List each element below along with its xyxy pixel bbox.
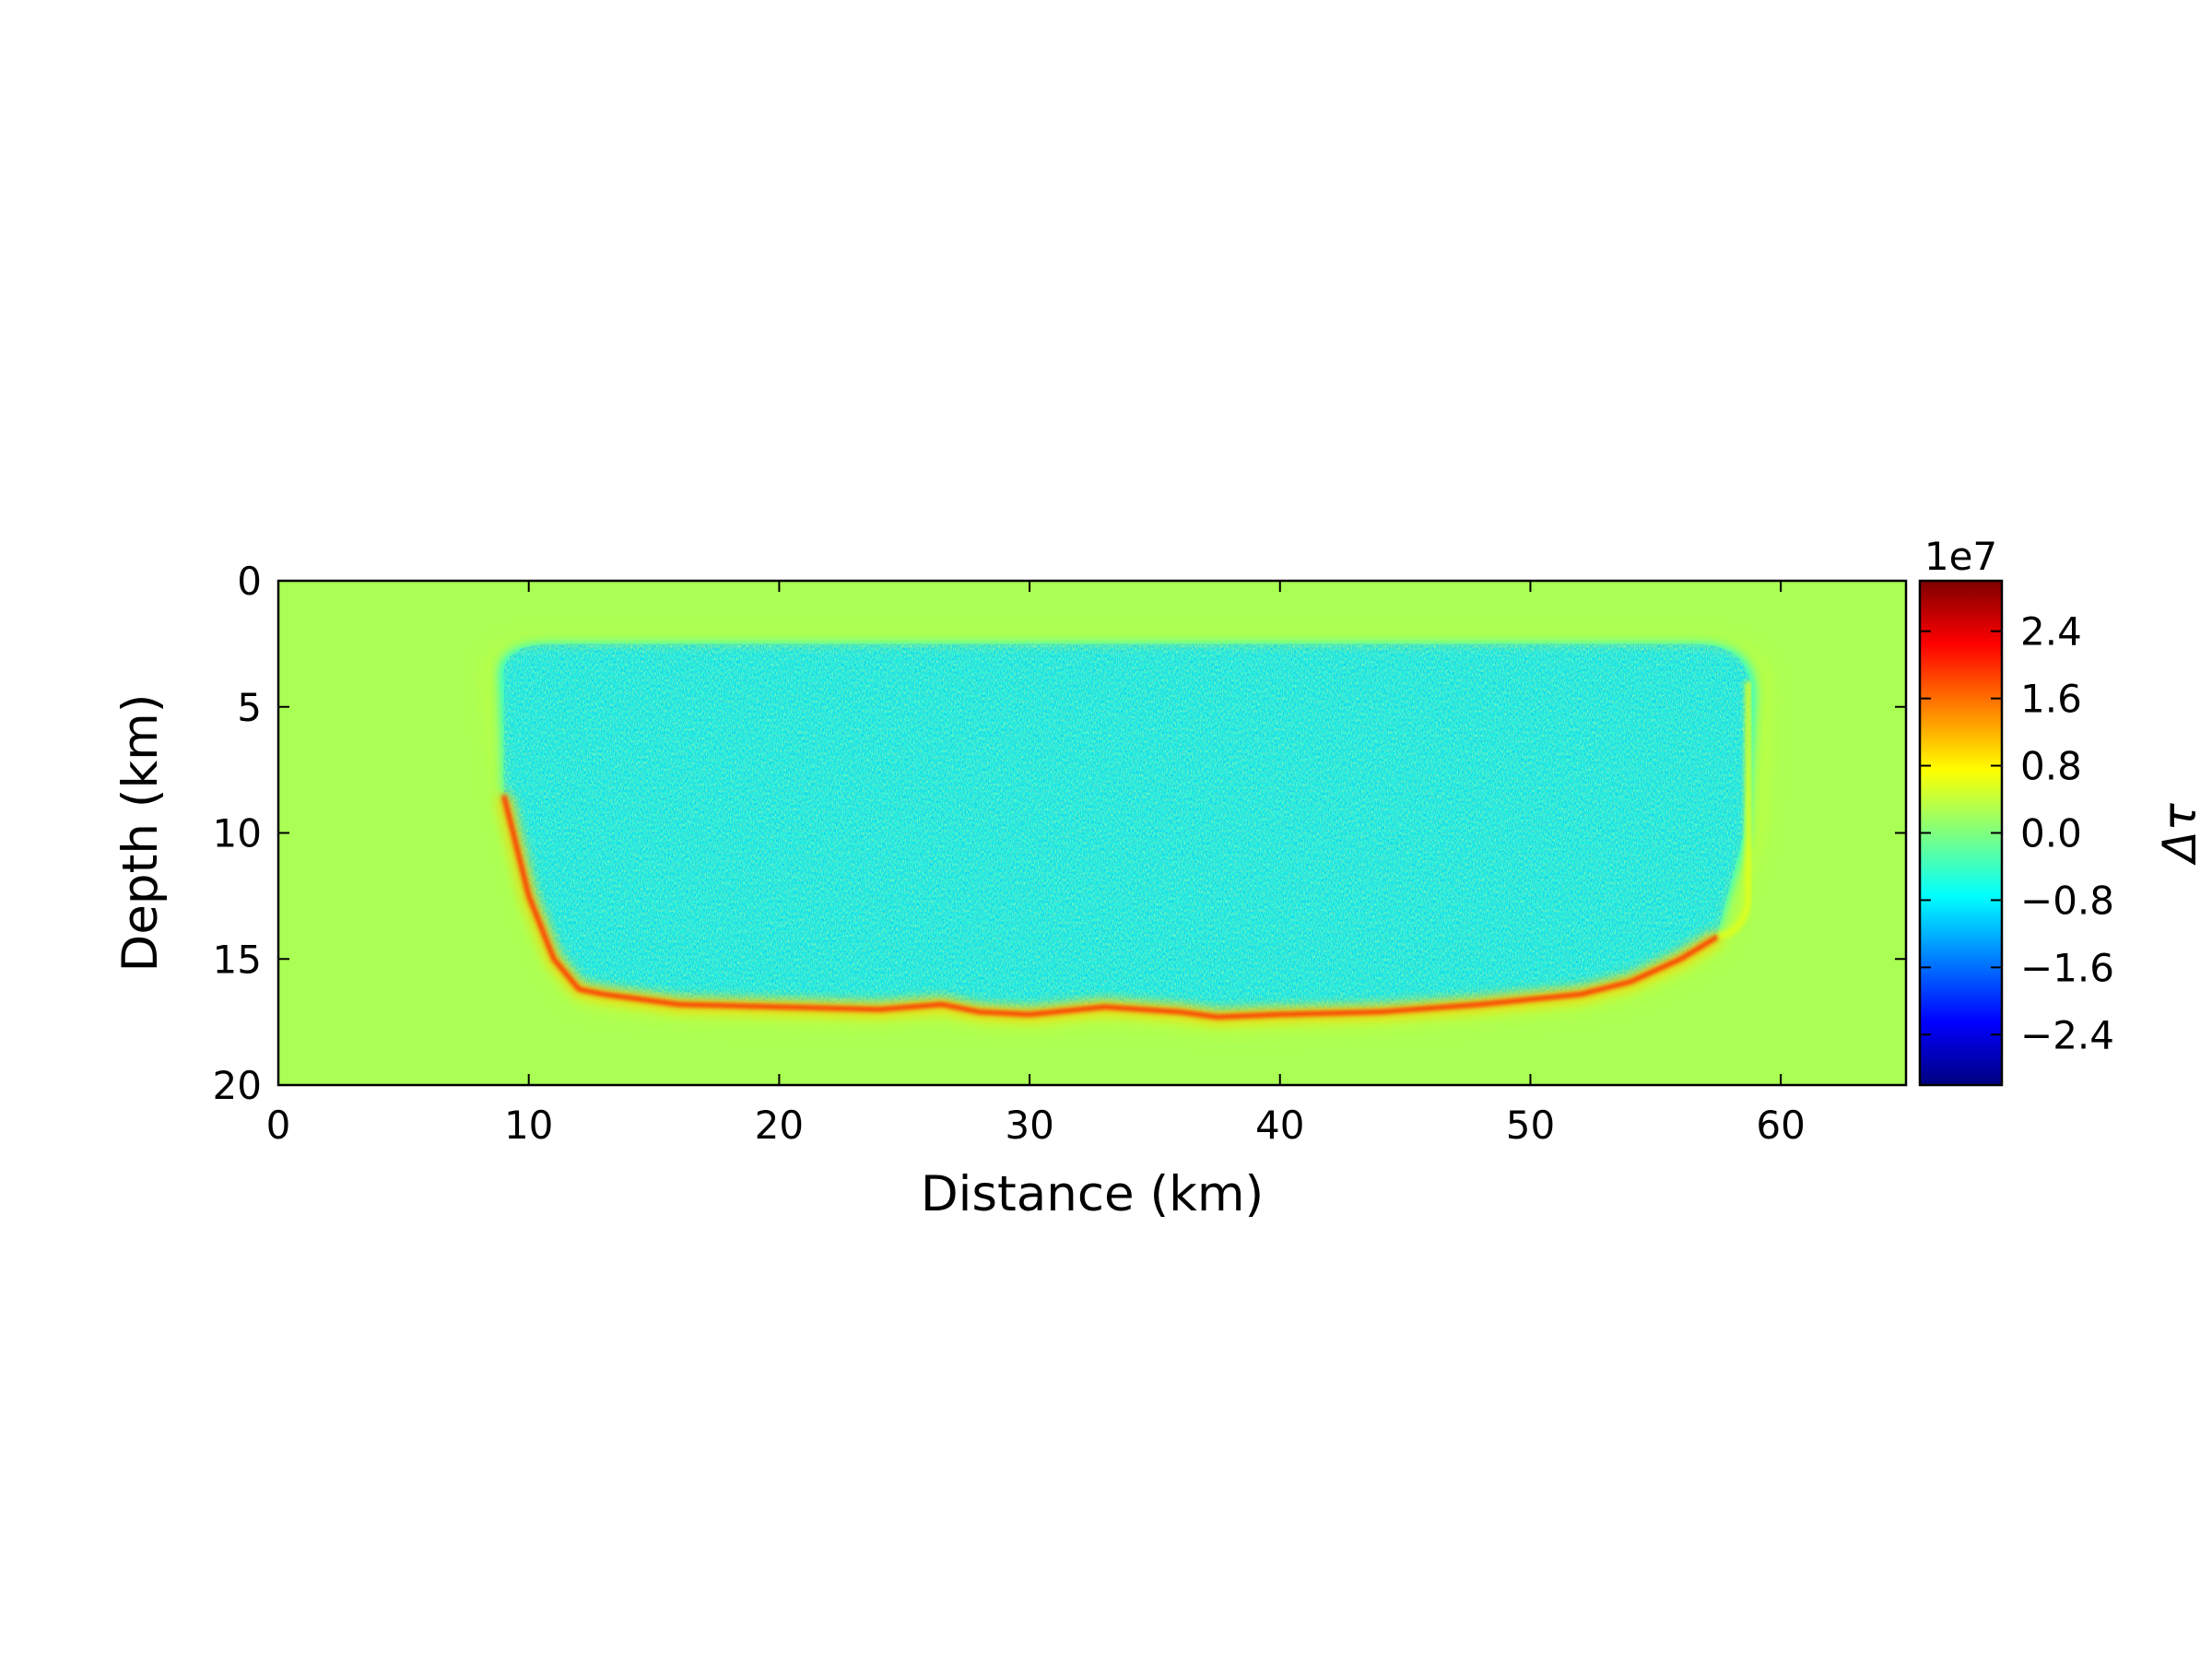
colorbar-exponent-label: 1e7 [1924, 534, 1997, 579]
y-tick-label: 0 [237, 559, 262, 604]
rupture-speckle [503, 643, 1751, 1012]
y-tick-label: 20 [213, 1063, 262, 1108]
x-tick-label: 0 [266, 1103, 291, 1148]
y-tick-label: 10 [213, 811, 262, 856]
colorbar-tick-label: −2.4 [2020, 1012, 2114, 1057]
rupture-front [501, 794, 1720, 1020]
colorbar-tick-label: 0.0 [2020, 811, 2082, 856]
colorbar-gradient [1918, 579, 2004, 1087]
y-axis: 0 5 10 15 20 [213, 559, 1906, 1108]
x-tick-label: 10 [504, 1103, 553, 1148]
colorbar: 2.4 1.6 0.8 0.0 −0.8 −1.6 −2.4 1e7 Δτ [1918, 534, 2206, 1087]
y-tick-label: 5 [237, 685, 262, 730]
heatmap-field [278, 581, 1906, 1085]
colorbar-tick-label: 1.6 [2020, 677, 2082, 722]
colorbar-label: Δτ [2153, 802, 2206, 866]
colorbar-tick-label: 0.8 [2020, 744, 2082, 789]
colorbar-ticks: 2.4 1.6 0.8 0.0 −0.8 −1.6 −2.4 [1920, 609, 2114, 1057]
x-tick-label: 20 [755, 1103, 804, 1148]
y-axis-label: Depth (km) [112, 694, 169, 973]
rupture-right-edge [1717, 681, 1752, 940]
y-tick-label: 15 [213, 937, 262, 982]
x-axis-label: Distance (km) [921, 1166, 1264, 1222]
colorbar-tick-label: −0.8 [2020, 878, 2114, 923]
x-tick-label: 60 [1756, 1103, 1805, 1148]
x-tick-label: 40 [1255, 1103, 1304, 1148]
x-tick-label: 30 [1005, 1103, 1053, 1148]
colorbar-tick-label: −1.6 [2020, 945, 2114, 990]
x-axis: 0 10 20 30 40 50 60 [266, 581, 1806, 1148]
x-tick-label: 50 [1506, 1103, 1555, 1148]
speckle-yellow [503, 643, 1751, 1012]
colorbar-tick-label: 2.4 [2020, 609, 2082, 655]
